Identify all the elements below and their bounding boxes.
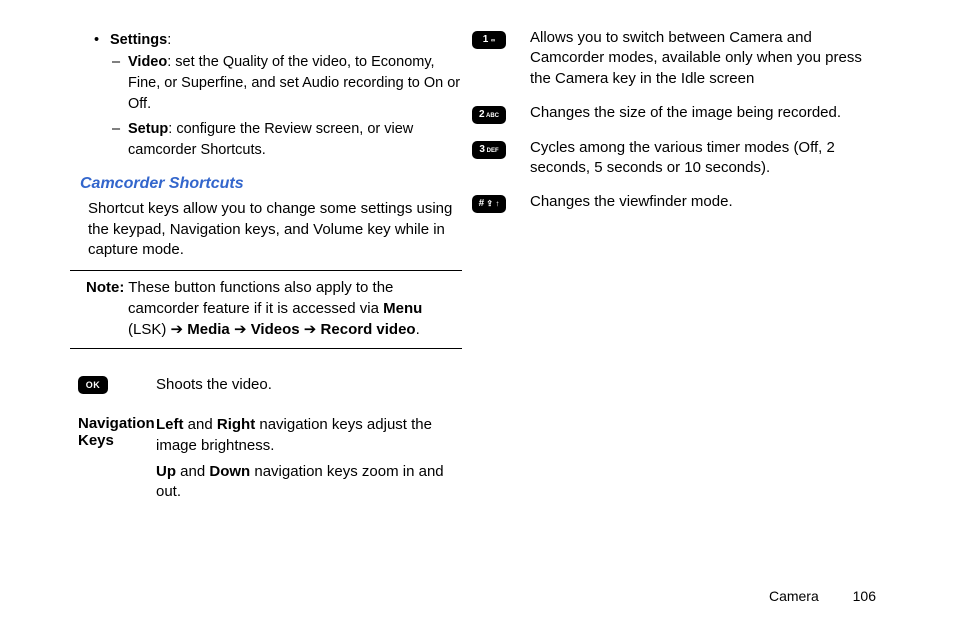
- key-row-ok: OK Shoots the video.: [78, 375, 462, 395]
- nav-label-2: Keys: [78, 432, 156, 449]
- key-4-icon: # ⇪ ↑: [472, 195, 506, 213]
- key-1-main: 1: [483, 34, 491, 45]
- nav-up: Up: [156, 463, 176, 480]
- note-block: Note: These button functions also apply …: [70, 270, 462, 349]
- dash-video: – Video: set the Quality of the video, t…: [128, 52, 462, 115]
- nav-label-1: Navigation: [78, 415, 156, 432]
- arrow-icon: ➔: [304, 321, 317, 338]
- right-key-table: 1 ∞ Allows you to switch between Camera …: [472, 28, 884, 213]
- note-text: Note: These button functions also apply …: [78, 277, 462, 340]
- key-cell-1: 1 ∞: [472, 28, 530, 49]
- key-1-desc: Allows you to switch between Camera and …: [530, 28, 884, 89]
- nav-line-1: Left and Right navigation keys adjust th…: [156, 415, 462, 456]
- nav-left: Left: [156, 416, 184, 433]
- key-cell-nav: Navigation Keys: [78, 415, 156, 449]
- video-text: : set the Quality of the video, to Econo…: [128, 54, 460, 112]
- left-column: • Settings: – Video: set the Quality of …: [70, 30, 462, 606]
- key-1-sub: ∞: [491, 38, 495, 44]
- nav-desc: Left and Right navigation keys adjust th…: [156, 415, 462, 508]
- arrow-icon: ➔: [234, 321, 247, 338]
- key-3-desc: Cycles among the various timer modes (Of…: [530, 138, 884, 179]
- nav-and-1: and: [184, 416, 217, 433]
- note-period: .: [416, 321, 420, 338]
- footer-page-number: 106: [853, 588, 876, 604]
- dash-char: –: [120, 52, 128, 73]
- note-menu: Menu: [383, 300, 422, 317]
- note-media: Media: [187, 321, 230, 338]
- setup-label: Setup: [128, 121, 168, 137]
- intro-paragraph: Shortcut keys allow you to change some s…: [88, 199, 462, 260]
- video-label: Video: [128, 54, 167, 70]
- ok-desc: Shoots the video.: [156, 375, 462, 395]
- key-row-3: 3 DEF Cycles among the various timer mod…: [472, 138, 884, 179]
- key-2-sub: ABC: [485, 113, 499, 119]
- key-4-sub: ⇪ ↑: [484, 199, 499, 208]
- key-1-icon: 1 ∞: [472, 31, 506, 49]
- key-4-desc: Changes the viewfinder mode.: [530, 192, 884, 212]
- key-row-1: 1 ∞ Allows you to switch between Camera …: [472, 28, 884, 89]
- key-2-desc: Changes the size of the image being reco…: [530, 103, 884, 123]
- bullet-settings: • Settings:: [110, 30, 462, 50]
- key-row-2: 2 ABC Changes the size of the image bein…: [472, 103, 884, 124]
- key-row-4: # ⇪ ↑ Changes the viewfinder mode.: [472, 192, 884, 213]
- nav-down: Down: [209, 463, 250, 480]
- note-videos: Videos: [251, 321, 300, 338]
- key-2-icon: 2 ABC: [472, 106, 506, 124]
- footer-section: Camera: [769, 588, 819, 604]
- dash-setup: – Setup: configure the Review screen, or…: [128, 119, 462, 161]
- arrow-icon: ➔: [171, 321, 184, 338]
- key-cell-3: 3 DEF: [472, 138, 530, 159]
- note-record: Record video: [321, 321, 416, 338]
- document-page: • Settings: – Video: set the Quality of …: [0, 0, 954, 636]
- key-cell-4: # ⇪ ↑: [472, 192, 530, 213]
- note-part2: (LSK): [128, 321, 171, 338]
- key-3-sub: DEF: [485, 148, 499, 154]
- note-part1: These button functions also apply to the…: [124, 279, 393, 317]
- key-cell-2: 2 ABC: [472, 103, 530, 124]
- nav-and-2: and: [176, 463, 209, 480]
- nav-line-2: Up and Down navigation keys zoom in and …: [156, 462, 462, 503]
- left-key-table: OK Shoots the video. Navigation Keys Lef…: [78, 375, 462, 508]
- bullet-dot: •: [102, 30, 110, 50]
- page-footer: Camera 106: [769, 588, 876, 604]
- right-column: 1 ∞ Allows you to switch between Camera …: [492, 30, 884, 606]
- settings-label: Settings: [110, 32, 167, 48]
- dash-char: –: [120, 119, 128, 140]
- section-heading: Camcorder Shortcuts: [80, 175, 462, 193]
- key-3-icon: 3 DEF: [472, 141, 506, 159]
- key-cell-ok: OK: [78, 375, 156, 394]
- nav-right: Right: [217, 416, 255, 433]
- ok-key-icon: OK: [78, 376, 108, 394]
- key-row-nav: Navigation Keys Left and Right navigatio…: [78, 415, 462, 508]
- note-label: Note:: [86, 279, 124, 296]
- setup-text: : configure the Review screen, or view c…: [128, 121, 413, 158]
